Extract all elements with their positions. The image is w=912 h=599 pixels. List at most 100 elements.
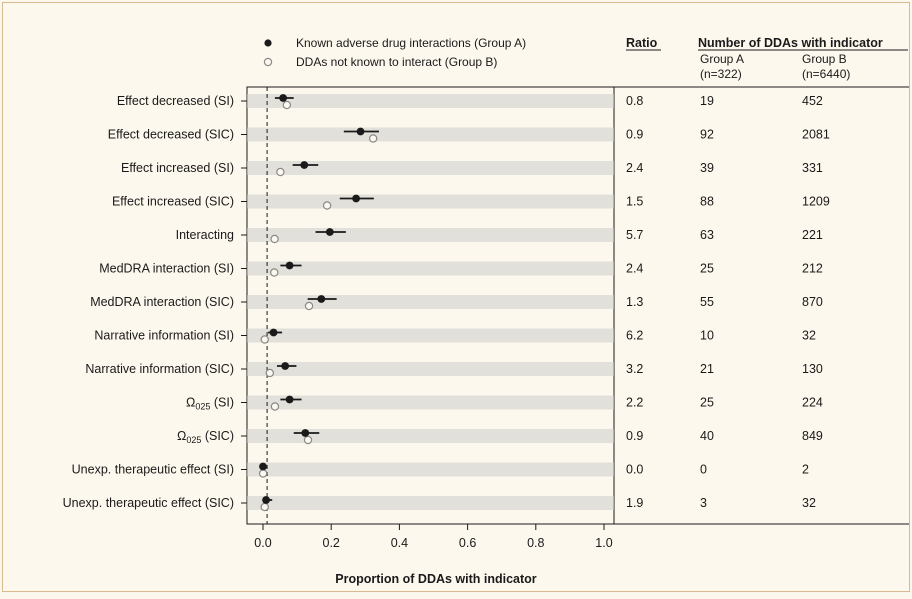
row-band — [247, 161, 614, 175]
group-a-point — [356, 127, 365, 136]
row-band — [247, 228, 614, 242]
group-b-point — [368, 134, 378, 143]
table-header: Ratio Number of DDAs with indicator Grou… — [626, 36, 908, 81]
group-a-point — [262, 496, 270, 504]
legend-marker-group-a — [264, 39, 272, 47]
group-a-n: (n=322) — [700, 67, 742, 81]
row-band — [247, 462, 614, 477]
row-band — [247, 328, 614, 343]
group-a-count-cell: 88 — [700, 195, 714, 209]
row-label-subscript: 025 — [195, 402, 210, 412]
row-label: Ω025 (SIC) — [177, 429, 234, 445]
group-b-point — [265, 368, 275, 378]
row-band — [247, 496, 614, 510]
group-b-point — [270, 268, 279, 277]
row-label: Narrative information (SIC) — [85, 362, 234, 376]
ratio-cell: 0.9 — [626, 429, 643, 443]
row-band — [247, 94, 614, 108]
ratio-cell: 1.9 — [626, 496, 643, 510]
row-label-main: Ω — [186, 396, 195, 410]
row-bands — [247, 94, 614, 510]
ratio-cell: 0.0 — [626, 463, 643, 477]
group-a-count-cell: 25 — [700, 396, 714, 410]
group-b-point — [276, 167, 285, 177]
table-cells: 0.8 19 452 0.9 92 2081 2.4 39 331 1.5 88 1209 5.7 63 2… — [626, 94, 830, 510]
row-label: Effect decreased (SIC) — [108, 128, 234, 142]
count-header: Number of DDAs with indicator — [698, 36, 883, 50]
row-label: Interacting — [176, 228, 234, 242]
group-a-count-cell: 19 — [700, 94, 714, 108]
group-a-header: Group A — [700, 52, 744, 66]
group-b-count-cell: 32 — [802, 329, 816, 343]
row-band — [247, 295, 614, 309]
x-tick-label: 0.0 — [254, 536, 271, 550]
group-a-point — [317, 295, 326, 303]
group-b-point — [282, 100, 292, 110]
row-band — [247, 261, 614, 276]
group-b-count-cell: 130 — [802, 362, 823, 376]
row-label-tail: (SIC) — [201, 429, 234, 443]
x-tick-label: 1.0 — [595, 536, 612, 550]
row-label: MedDRA interaction (SI) — [99, 262, 234, 276]
legend: Known adverse drug interactions (Group A… — [263, 36, 526, 69]
x-axis-title: Proportion of DDAs with indicator — [335, 572, 537, 586]
group-b-count-cell: 452 — [802, 94, 823, 108]
group-a-point — [281, 362, 290, 370]
row-label: Unexp. therapeutic effect (SIC) — [63, 496, 234, 510]
group-a-point — [352, 194, 360, 203]
ratio-cell: 2.4 — [626, 262, 643, 276]
group-b-count-cell: 2 — [802, 463, 809, 477]
row-label-subscript: 025 — [186, 435, 201, 445]
ratio-cell: 1.3 — [626, 295, 643, 309]
group-a-count-cell: 55 — [700, 295, 714, 309]
group-a-point — [301, 429, 310, 437]
group-b-count-cell: 224 — [802, 396, 823, 410]
ratio-cell: 5.7 — [626, 228, 643, 242]
group-b-count-cell: 221 — [802, 228, 823, 242]
legend-label-group-a: Known adverse drug interactions (Group A… — [296, 36, 526, 50]
ratio-cell: 2.2 — [626, 396, 643, 410]
legend-marker-group-b — [263, 57, 273, 67]
group-b-point — [260, 502, 269, 512]
group-a-point — [279, 94, 288, 102]
group-a-point — [259, 462, 267, 471]
group-b-header: Group B — [802, 52, 847, 66]
group-a-point — [325, 228, 334, 236]
group-b-point — [260, 335, 269, 344]
group-a-count-cell: 25 — [700, 262, 714, 276]
x-tick-label: 0.4 — [391, 536, 408, 550]
group-a-count-cell: 63 — [700, 228, 714, 242]
group-a-count-cell: 10 — [700, 329, 714, 343]
row-label-main: Ω — [177, 429, 186, 443]
row-labels: Effect decreased (SI) Effect decreased (S… — [63, 94, 234, 510]
group-a-count-cell: 92 — [700, 128, 714, 142]
x-tick-label: 0.2 — [323, 536, 340, 550]
group-a-point — [285, 261, 294, 270]
group-a-point — [300, 161, 309, 169]
x-axis: 0.0 0.2 0.4 0.6 0.8 1.0 — [241, 100, 613, 550]
legend-label-group-b: DDAs not known to interact (Group B) — [296, 55, 497, 69]
group-b-count-cell: 2081 — [802, 128, 830, 142]
group-a-count-cell: 0 — [700, 463, 707, 477]
group-b-point — [270, 402, 280, 411]
group-a-count-cell: 21 — [700, 362, 714, 376]
x-tick-label: 0.8 — [527, 536, 544, 550]
ratio-cell: 6.2 — [626, 329, 643, 343]
row-label-tail: (SI) — [210, 396, 234, 410]
ratio-cell: 3.2 — [626, 362, 643, 376]
group-b-count-cell: 870 — [802, 295, 823, 309]
row-band — [247, 395, 614, 410]
ratio-cell: 0.8 — [626, 94, 643, 108]
group-a-point — [269, 328, 278, 337]
row-label: Narrative information (SI) — [94, 329, 234, 343]
group-b-point — [258, 469, 268, 478]
row-band — [247, 127, 614, 142]
row-label: Effect increased (SIC) — [112, 195, 234, 209]
ratio-header: Ratio — [626, 36, 658, 50]
row-label: Ω025 (SI) — [186, 396, 234, 412]
group-a-point — [285, 395, 294, 404]
row-label: Effect increased (SI) — [121, 161, 234, 175]
group-b-point — [322, 201, 332, 210]
